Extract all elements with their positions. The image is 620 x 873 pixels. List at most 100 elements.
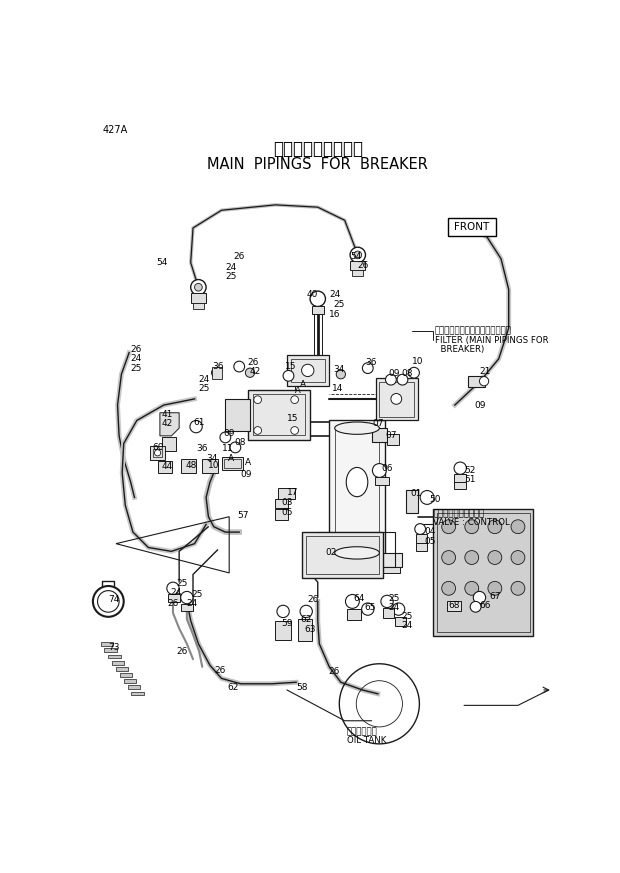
Circle shape <box>234 361 245 372</box>
Circle shape <box>291 427 298 435</box>
Bar <box>167 595 180 602</box>
Circle shape <box>488 581 502 595</box>
Text: 25: 25 <box>333 299 345 309</box>
Text: 26: 26 <box>358 261 369 270</box>
Ellipse shape <box>346 467 368 497</box>
Bar <box>158 460 172 473</box>
Circle shape <box>354 251 361 258</box>
Text: 15: 15 <box>285 362 297 371</box>
Bar <box>317 533 395 567</box>
Text: 26: 26 <box>131 345 142 354</box>
Circle shape <box>195 284 202 291</box>
Text: 42: 42 <box>161 419 173 428</box>
Circle shape <box>409 368 419 378</box>
Bar <box>454 482 466 489</box>
Circle shape <box>465 519 479 533</box>
Bar <box>275 509 288 519</box>
Text: 34: 34 <box>333 365 345 375</box>
Circle shape <box>350 247 365 263</box>
Text: 54: 54 <box>350 252 361 261</box>
Circle shape <box>246 368 255 377</box>
Text: 14: 14 <box>332 384 343 394</box>
Circle shape <box>336 369 345 379</box>
Text: 427A: 427A <box>102 125 127 135</box>
Bar <box>128 685 140 689</box>
Text: 25: 25 <box>225 272 237 281</box>
Bar <box>335 427 379 550</box>
Bar <box>191 293 206 303</box>
Bar <box>291 359 326 382</box>
Bar <box>253 395 306 435</box>
Text: 26: 26 <box>233 252 244 261</box>
Bar <box>153 449 162 457</box>
Circle shape <box>373 464 386 478</box>
Text: 21: 21 <box>479 368 491 376</box>
Bar <box>112 661 125 664</box>
Circle shape <box>465 581 479 595</box>
Text: 62: 62 <box>227 684 238 692</box>
Circle shape <box>254 395 262 403</box>
Text: A: A <box>245 458 250 467</box>
Text: 54: 54 <box>156 258 167 267</box>
Bar <box>224 459 241 468</box>
Bar <box>352 271 363 277</box>
Text: 04: 04 <box>424 526 435 536</box>
Bar <box>116 667 128 670</box>
Bar <box>275 499 288 508</box>
Circle shape <box>415 524 425 534</box>
Text: 07: 07 <box>373 419 384 428</box>
Bar <box>383 608 394 617</box>
Ellipse shape <box>335 546 379 559</box>
Circle shape <box>300 605 312 617</box>
Bar <box>100 643 113 646</box>
Bar <box>278 488 294 499</box>
Text: バルブ：コントロール: バルブ：コントロール <box>433 509 484 519</box>
Text: 26: 26 <box>329 667 340 676</box>
Text: 26: 26 <box>167 599 179 608</box>
Bar <box>437 512 529 632</box>
Circle shape <box>420 491 434 505</box>
Text: 09: 09 <box>241 470 252 479</box>
Text: 26: 26 <box>247 358 259 368</box>
Text: 03: 03 <box>281 498 293 506</box>
Bar <box>124 679 136 683</box>
Text: 65: 65 <box>365 603 376 612</box>
Text: 44: 44 <box>161 462 173 471</box>
Circle shape <box>454 462 466 474</box>
Bar <box>312 306 324 314</box>
Circle shape <box>488 519 502 533</box>
Circle shape <box>345 595 360 608</box>
Text: BREAKER): BREAKER) <box>435 345 484 354</box>
Bar <box>387 435 399 445</box>
Bar <box>275 621 291 640</box>
Bar <box>202 459 218 473</box>
Circle shape <box>190 421 202 433</box>
Bar <box>303 533 383 578</box>
Text: ブレーカ用本体配管: ブレーカ用本体配管 <box>273 141 363 158</box>
Text: FILTER (MAIN PIPINGS FOR: FILTER (MAIN PIPINGS FOR <box>435 336 549 345</box>
Text: 09: 09 <box>475 401 486 409</box>
Text: 60: 60 <box>152 443 164 452</box>
Text: 08: 08 <box>401 369 412 378</box>
Circle shape <box>154 450 161 456</box>
Bar <box>406 490 418 512</box>
Text: 66: 66 <box>479 601 491 609</box>
Text: 26: 26 <box>307 595 318 604</box>
Circle shape <box>441 581 456 595</box>
Text: フィルタ（ブレーカ用本体配管）: フィルタ（ブレーカ用本体配管） <box>435 327 511 335</box>
Text: 15: 15 <box>287 414 298 423</box>
Bar <box>249 389 310 440</box>
Text: 59: 59 <box>281 619 293 629</box>
Text: 26: 26 <box>215 666 226 675</box>
Bar <box>150 446 166 460</box>
Text: 36: 36 <box>196 444 208 453</box>
Bar <box>395 617 405 626</box>
Bar <box>316 542 343 558</box>
Text: MAIN  PIPINGS  FOR  BREAKER: MAIN PIPINGS FOR BREAKER <box>207 156 428 172</box>
Text: 24: 24 <box>170 588 182 597</box>
Text: 10: 10 <box>412 357 423 366</box>
Text: 51: 51 <box>464 475 476 485</box>
Text: 42: 42 <box>250 368 261 376</box>
Text: 05: 05 <box>424 537 435 546</box>
Text: 06: 06 <box>382 464 393 473</box>
